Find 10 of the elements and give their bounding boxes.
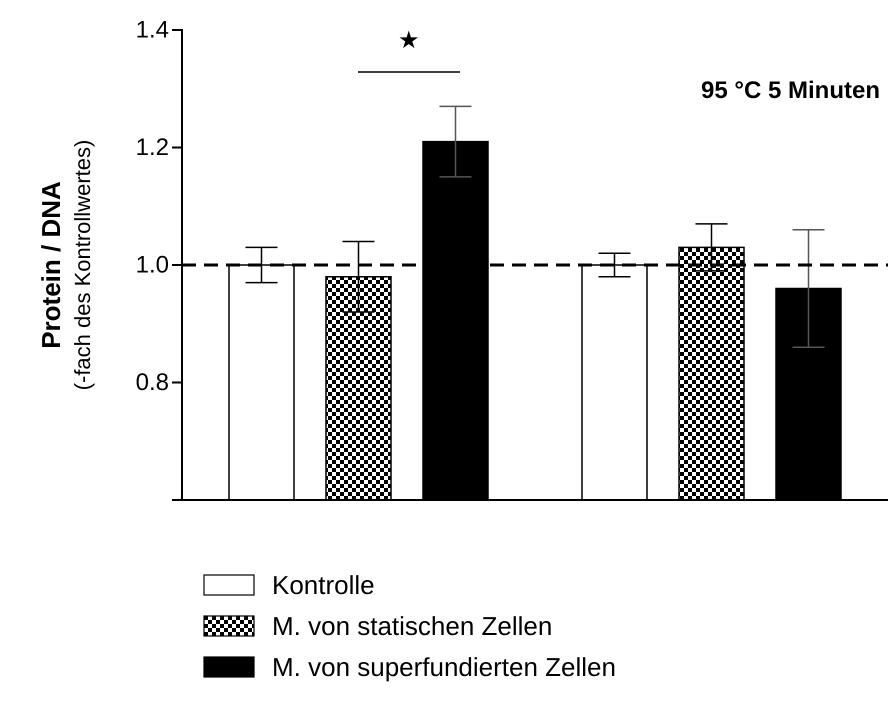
legend-label: M. von statischen Zellen xyxy=(272,611,552,641)
legend-label: Kontrolle xyxy=(272,570,375,600)
legend-label: M. von superfundierten Zellen xyxy=(272,652,616,682)
y-tick-label: 0.8 xyxy=(136,369,169,396)
y-tick-label: 1.0 xyxy=(136,252,169,279)
y-tick-label: 1.2 xyxy=(136,134,169,162)
y-axis-title: Protein / DNA (-fach des Kontrollwertes) xyxy=(36,140,95,390)
y-tick-label: 1.4 xyxy=(136,16,169,44)
annotation: ★ xyxy=(398,27,420,54)
annotation: 95 °C 5 Minuten xyxy=(701,77,880,104)
